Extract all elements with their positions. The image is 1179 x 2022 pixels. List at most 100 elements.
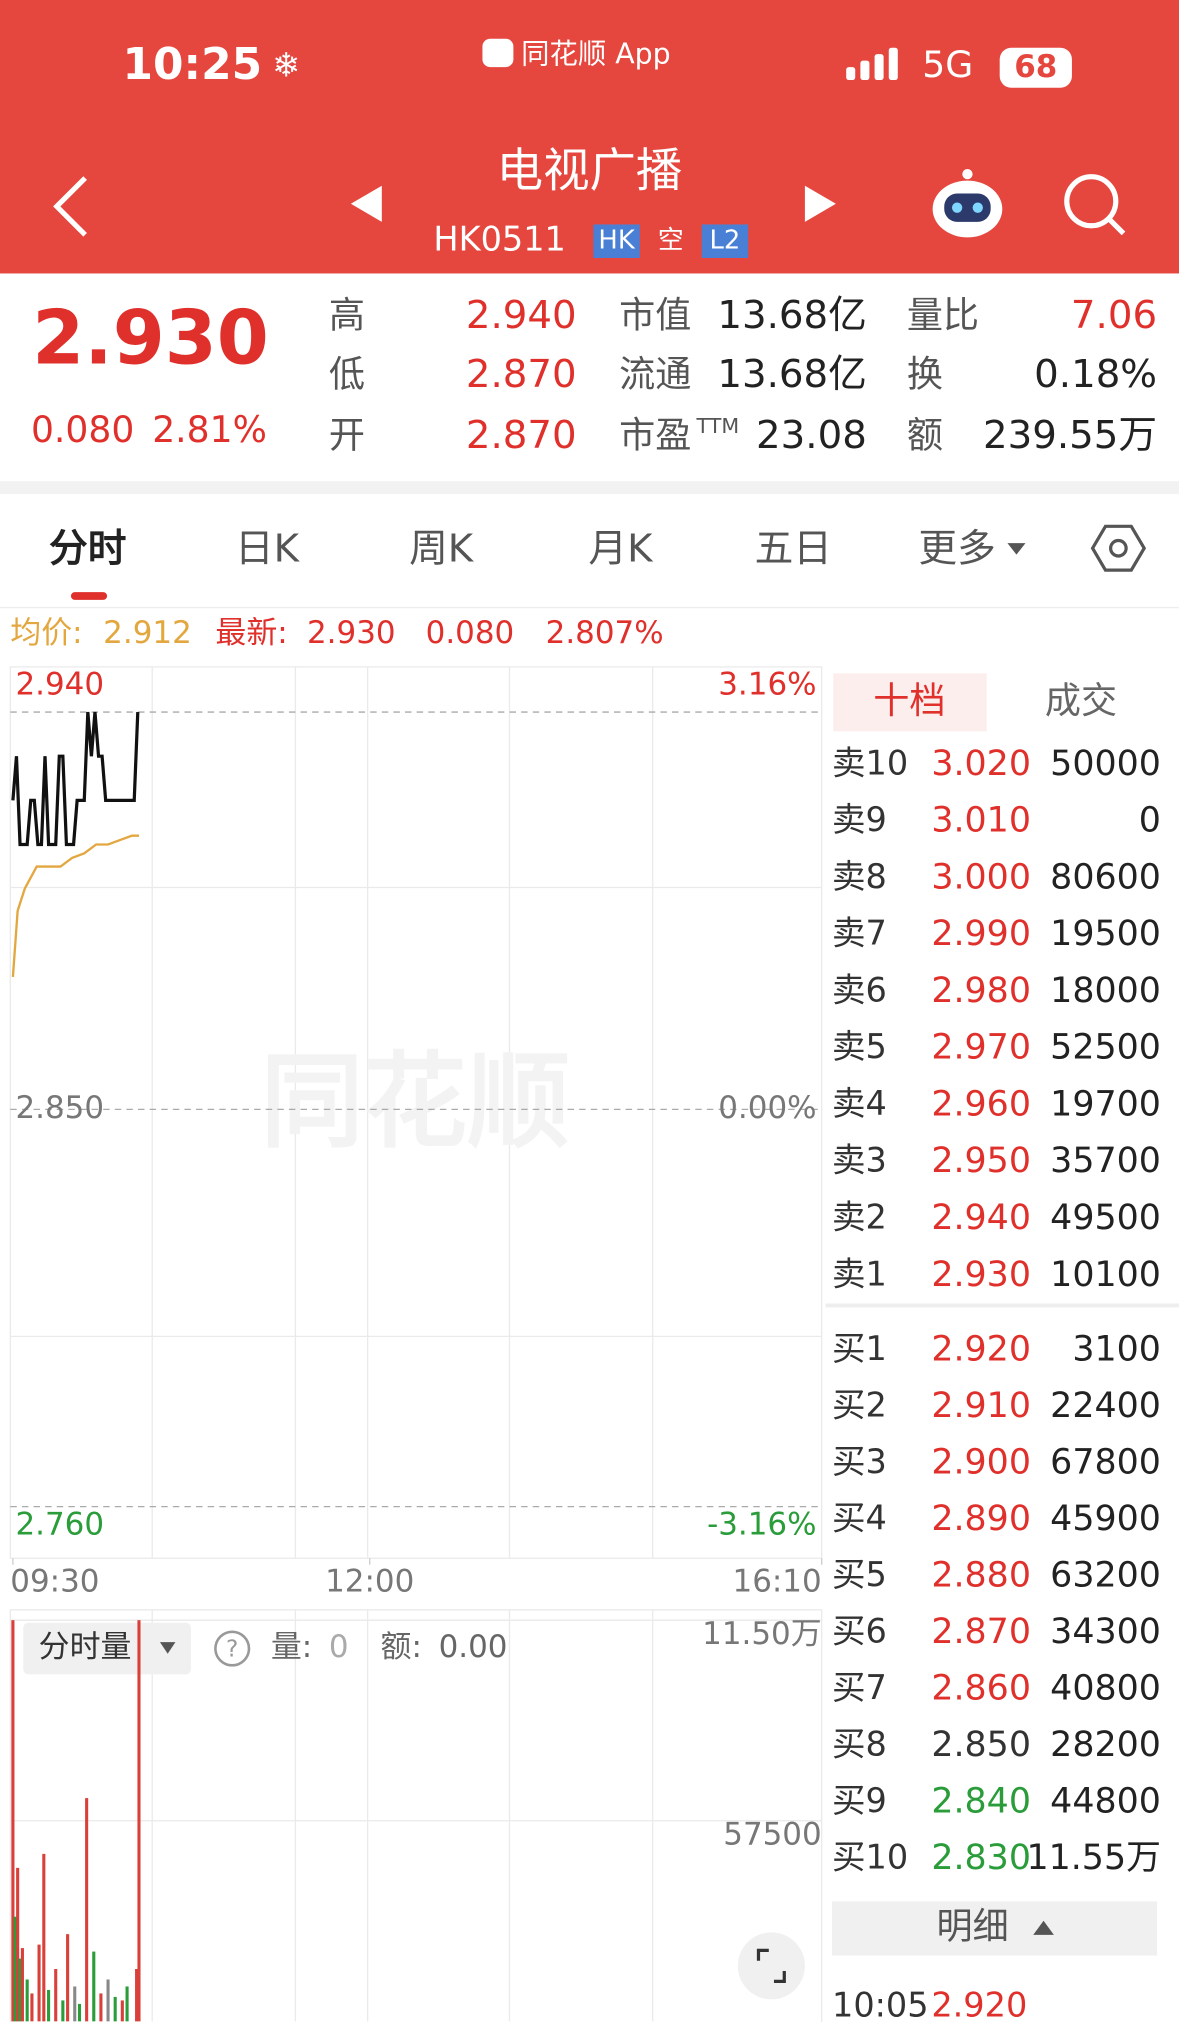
field-value: 2.940 <box>466 293 577 338</box>
volume-bar <box>25 1979 29 2022</box>
book-volume: 19700 <box>1050 1084 1161 1124</box>
back-button[interactable] <box>53 176 87 237</box>
book-volume: 49500 <box>1050 1198 1161 1238</box>
book-tab[interactable]: 成交 <box>1045 679 1117 722</box>
volume-bar <box>113 1996 117 2022</box>
latest-price: 2.930 <box>307 615 396 651</box>
field-label: 高 <box>329 293 365 336</box>
tab[interactable]: 更多 <box>918 526 995 571</box>
book-price: 3.010 <box>931 801 1031 841</box>
expand-button[interactable] <box>737 1932 805 2000</box>
help-mark: ? <box>226 1635 238 1662</box>
volume-value: 0 <box>329 1629 349 1665</box>
y-tick-label: 2.760 <box>15 1507 104 1543</box>
book-label: 买4 <box>832 1499 887 1538</box>
book-volume: 11.55万 <box>1026 1838 1160 1878</box>
stock-code: HK0511 <box>433 220 565 259</box>
detail-bg[interactable] <box>832 1901 1158 1956</box>
book-volume: 67800 <box>1050 1443 1161 1483</box>
trade-price: 2.920 <box>931 1986 1027 2022</box>
book-price: 2.970 <box>931 1028 1031 1068</box>
tab[interactable]: 周K <box>409 526 475 571</box>
volume-bar <box>18 1958 22 2022</box>
book-label: 买6 <box>832 1612 887 1651</box>
watermark: 同花顺 <box>261 1043 571 1163</box>
status-time: 10:25 <box>123 39 263 90</box>
volume-bar <box>120 2000 124 2022</box>
tab[interactable]: 五日 <box>755 526 832 571</box>
latest-percent: 2.807% <box>546 615 664 651</box>
robot-icon[interactable] <box>932 168 1003 238</box>
latest-label: 最新: <box>215 615 287 651</box>
tag-bg <box>701 224 749 258</box>
book-price: 2.910 <box>931 1386 1031 1426</box>
volume-bar <box>42 1853 46 2022</box>
field-label: 市值 <box>619 293 691 336</box>
book-volume: 80600 <box>1050 857 1161 897</box>
field-label: 开 <box>329 413 365 456</box>
price-line <box>11 834 139 978</box>
book-volume: 35700 <box>1050 1141 1161 1181</box>
tab[interactable]: 月K <box>588 526 654 571</box>
book-price: 2.920 <box>931 1330 1031 1370</box>
book-label: 卖2 <box>832 1198 887 1237</box>
y2-tick-label: -3.16% <box>707 1507 816 1543</box>
book-label: 卖5 <box>832 1027 887 1066</box>
book-price: 2.850 <box>931 1725 1031 1765</box>
book-label: 买10 <box>832 1838 908 1877</box>
book-volume: 45900 <box>1050 1499 1161 1539</box>
book-label: 买3 <box>832 1442 887 1481</box>
book-price: 3.020 <box>931 744 1031 784</box>
y2-tick-label: 3.16% <box>718 667 816 703</box>
avg-price: 2.912 <box>103 615 192 651</box>
book-price: 2.980 <box>931 971 1031 1011</box>
y2-tick-label: 0.00% <box>718 1090 816 1126</box>
volume-selector[interactable] <box>23 1622 191 1675</box>
volume-bar <box>66 1934 70 2022</box>
x-tick-label: 09:30 <box>10 1563 99 1599</box>
book-label: 买2 <box>832 1386 887 1425</box>
next-stock[interactable] <box>804 185 836 222</box>
volume-bar <box>30 1993 34 2022</box>
book-label: 卖8 <box>832 857 887 896</box>
book-label: 买1 <box>832 1329 887 1368</box>
tab[interactable]: 分时 <box>49 526 126 571</box>
y-tick-label: 57500 <box>723 1817 821 1853</box>
book-price: 2.940 <box>931 1198 1031 1238</box>
book-label: 买7 <box>832 1668 887 1707</box>
volume-bar <box>13 1916 17 2022</box>
x-tick-label: 16:10 <box>733 1563 822 1599</box>
field-value: 13.68亿 <box>717 293 866 338</box>
help-icon[interactable] <box>214 1630 251 1667</box>
tab[interactable]: 日K <box>235 526 301 571</box>
book-label: 卖6 <box>832 970 887 1009</box>
signal-icon <box>846 47 898 80</box>
volume-bar <box>54 1969 58 2022</box>
book-price: 2.890 <box>931 1499 1031 1539</box>
book-volume: 28200 <box>1050 1725 1161 1765</box>
prev-stock[interactable] <box>350 185 382 222</box>
latest-change: 0.080 <box>426 615 515 651</box>
volume-bar <box>11 1620 15 2022</box>
volume-label: 量: <box>271 1629 312 1665</box>
field-value: 2.870 <box>466 352 577 397</box>
search-button[interactable] <box>1064 174 1126 236</box>
book-label: 买8 <box>832 1725 887 1764</box>
volume-bar <box>106 1979 110 2022</box>
book-volume: 44800 <box>1050 1782 1161 1822</box>
book-volume: 50000 <box>1050 744 1161 784</box>
book-tab[interactable]: 十档 <box>873 679 945 722</box>
book-price: 2.830 <box>931 1838 1031 1878</box>
volume-bar <box>92 1951 96 2022</box>
chart-frame <box>9 666 823 2022</box>
status-app: 同花顺 App <box>521 37 670 70</box>
settings-button[interactable] <box>1090 524 1147 572</box>
book-volume: 22400 <box>1050 1386 1161 1426</box>
book-price: 2.960 <box>931 1084 1031 1124</box>
book-label: 卖3 <box>832 1141 887 1180</box>
trade-time: 10:05 <box>832 1986 929 2022</box>
book-price: 2.860 <box>931 1669 1031 1709</box>
book-volume: 40800 <box>1050 1669 1161 1709</box>
detail-button[interactable]: 明细 <box>936 1904 1008 1947</box>
field-label: 市盈 <box>619 413 691 456</box>
